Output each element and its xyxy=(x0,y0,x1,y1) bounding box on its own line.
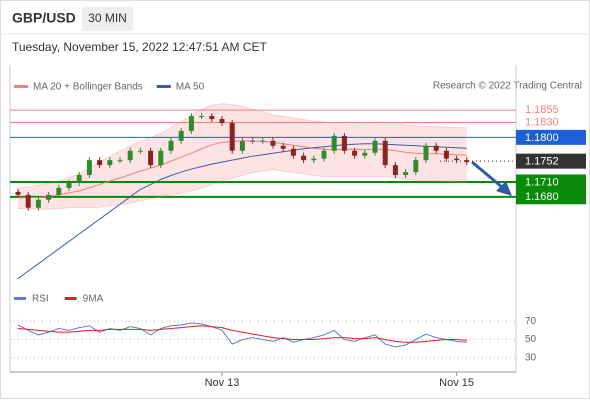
candle-body xyxy=(86,160,92,176)
candle-body xyxy=(239,140,245,151)
legend-label: 9MA xyxy=(83,294,104,305)
level-label: 1.1855 xyxy=(525,104,559,116)
y-tick-label: 30 xyxy=(525,352,537,363)
candle-body xyxy=(137,150,143,152)
candle-body xyxy=(372,140,378,153)
candle-body xyxy=(66,182,72,188)
level-label: 1.1752 xyxy=(525,156,559,168)
timeframe: 30 MIN xyxy=(88,11,127,25)
candle-body xyxy=(413,160,419,173)
candle-body xyxy=(168,140,174,151)
legend-label: MA 20 + Bollinger Bands xyxy=(33,82,143,93)
candle-body xyxy=(464,160,470,163)
candle-body xyxy=(219,119,225,123)
level-label: 1.1680 xyxy=(525,191,559,203)
forecast-arrowhead xyxy=(496,181,512,196)
overlay-line xyxy=(18,169,467,210)
candle-body xyxy=(107,160,113,166)
overlay-line xyxy=(17,143,467,279)
rsi-line xyxy=(17,325,467,343)
candle-body xyxy=(443,150,449,159)
x-tick-label: Nov 15 xyxy=(439,377,474,389)
candle-body xyxy=(260,140,266,142)
legend-swatch xyxy=(14,85,28,88)
candle-body xyxy=(280,145,286,149)
candle-body xyxy=(148,150,154,166)
timeframe-box xyxy=(82,7,133,31)
y-tick-label: 50 xyxy=(525,334,537,345)
candle-body xyxy=(127,150,133,161)
candle-body xyxy=(178,130,184,141)
y-tick-label: 70 xyxy=(525,316,537,327)
legend-label: RSI xyxy=(32,294,49,305)
legend-swatch xyxy=(156,85,171,88)
candle-body xyxy=(362,152,368,156)
candle-body xyxy=(392,165,398,176)
source: Research © 2022 Trading Central xyxy=(433,81,582,92)
candle-body xyxy=(209,116,215,120)
candle-body xyxy=(56,187,62,195)
candle-body xyxy=(250,140,256,142)
level-label: 1.1830 xyxy=(525,116,559,128)
level-label: 1.1710 xyxy=(525,176,559,188)
symbol: GBP/USD xyxy=(12,10,76,26)
overlay-line xyxy=(18,103,467,188)
candle-body xyxy=(76,175,82,183)
candle-body xyxy=(97,160,103,166)
forecast-arrow xyxy=(471,160,504,190)
legend-label: MA 50 xyxy=(176,82,205,93)
candle-body xyxy=(158,150,164,166)
candle-body xyxy=(25,194,31,208)
legend-swatch xyxy=(14,297,26,300)
candle-body xyxy=(199,116,205,118)
candle-body xyxy=(454,158,460,161)
candle-body xyxy=(15,191,21,195)
candle-body xyxy=(423,145,429,161)
candle-body xyxy=(331,135,337,151)
candle-body xyxy=(403,172,409,176)
level-label: 1.1800 xyxy=(525,132,559,144)
candle-body xyxy=(117,160,123,162)
candle-body xyxy=(301,155,307,161)
candle-body xyxy=(35,199,41,208)
candle-body xyxy=(382,140,388,166)
candle-body xyxy=(311,158,317,161)
candle-body xyxy=(321,150,327,159)
level-box xyxy=(516,153,586,169)
candle-body xyxy=(46,194,52,200)
candle-body xyxy=(433,145,439,151)
candle-body xyxy=(188,116,194,131)
level-box xyxy=(516,189,586,205)
timestamp: Tuesday, November 15, 2022 12:47:51 AM C… xyxy=(12,40,267,54)
candle-body xyxy=(341,135,347,151)
level-box xyxy=(516,174,586,190)
candle-body xyxy=(352,150,358,156)
candle-body xyxy=(290,148,296,156)
candle-body xyxy=(270,140,276,146)
x-tick-label: Nov 13 xyxy=(205,377,240,389)
rsi-line xyxy=(17,322,467,348)
candle-body xyxy=(229,122,235,151)
level-box xyxy=(516,129,586,145)
legend-swatch xyxy=(64,297,77,300)
